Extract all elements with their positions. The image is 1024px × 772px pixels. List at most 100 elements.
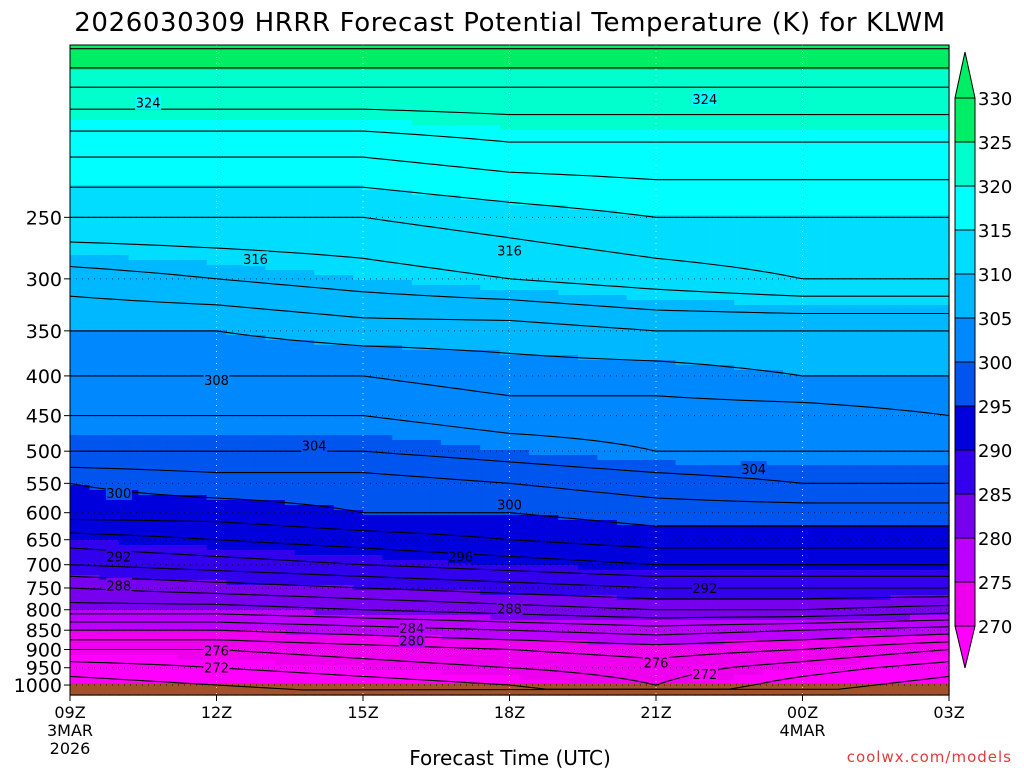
theta-cell bbox=[910, 230, 920, 236]
theta-cell bbox=[363, 80, 373, 86]
theta-cell bbox=[851, 120, 861, 126]
theta-cell bbox=[70, 240, 80, 246]
theta-cell bbox=[539, 130, 549, 136]
theta-cell bbox=[803, 210, 813, 216]
theta-cell bbox=[646, 180, 656, 186]
theta-cell bbox=[334, 105, 344, 111]
theta-cell bbox=[676, 115, 686, 121]
theta-cell bbox=[881, 290, 891, 296]
theta-cell bbox=[392, 120, 402, 126]
theta-cell bbox=[226, 310, 236, 316]
theta-cell bbox=[285, 220, 295, 226]
theta-cell bbox=[217, 100, 227, 106]
theta-cell bbox=[461, 140, 471, 146]
theta-cell bbox=[197, 110, 207, 116]
theta-cell bbox=[470, 170, 480, 176]
theta-cell bbox=[617, 270, 627, 276]
theta-cell bbox=[197, 250, 207, 256]
theta-cell bbox=[265, 320, 275, 326]
theta-cell bbox=[363, 250, 373, 256]
theta-cell bbox=[588, 145, 598, 151]
theta-cell bbox=[500, 135, 510, 141]
theta-cell bbox=[500, 145, 510, 151]
theta-cell bbox=[920, 160, 930, 166]
theta-cell bbox=[187, 290, 197, 296]
theta-cell bbox=[783, 135, 793, 141]
theta-cell bbox=[392, 150, 402, 156]
theta-cell bbox=[705, 45, 715, 51]
theta-cell bbox=[812, 165, 822, 171]
theta-cell bbox=[715, 275, 725, 281]
theta-cell bbox=[500, 115, 510, 121]
theta-cell bbox=[422, 315, 432, 321]
theta-cell bbox=[656, 310, 666, 316]
theta-cell bbox=[890, 315, 900, 321]
theta-cell bbox=[431, 110, 441, 116]
theta-cell bbox=[470, 265, 480, 271]
theta-cell bbox=[793, 130, 803, 136]
theta-cell bbox=[627, 55, 637, 61]
theta-cell bbox=[851, 45, 861, 51]
theta-cell bbox=[861, 205, 871, 211]
theta-cell bbox=[890, 45, 900, 51]
theta-cell bbox=[324, 225, 334, 231]
theta-cell bbox=[568, 75, 578, 81]
theta-cell bbox=[832, 245, 842, 251]
theta-cell bbox=[402, 60, 412, 66]
theta-cell bbox=[441, 275, 451, 281]
theta-cell bbox=[607, 300, 617, 306]
theta-cell bbox=[793, 225, 803, 231]
theta-cell bbox=[177, 75, 187, 81]
theta-cell bbox=[754, 240, 764, 246]
theta-cell bbox=[217, 110, 227, 116]
theta-cell bbox=[685, 225, 695, 231]
theta-cell bbox=[783, 180, 793, 186]
theta-cell bbox=[470, 240, 480, 246]
theta-cell bbox=[490, 290, 500, 296]
theta-cell bbox=[627, 230, 637, 236]
theta-cell bbox=[851, 95, 861, 101]
theta-cell bbox=[412, 100, 422, 106]
theta-cell bbox=[500, 205, 510, 211]
theta-cell bbox=[158, 230, 168, 236]
theta-cell bbox=[656, 145, 666, 151]
theta-cell bbox=[724, 150, 734, 156]
theta-cell bbox=[295, 280, 305, 286]
theta-cell bbox=[676, 125, 686, 131]
theta-cell bbox=[412, 280, 422, 286]
theta-cell bbox=[285, 150, 295, 156]
theta-cell bbox=[763, 210, 773, 216]
theta-cell bbox=[138, 315, 148, 321]
theta-cell bbox=[920, 60, 930, 66]
theta-cell bbox=[617, 240, 627, 246]
theta-cell bbox=[900, 155, 910, 161]
theta-cell bbox=[90, 75, 100, 81]
theta-cell bbox=[158, 85, 168, 91]
theta-cell bbox=[871, 130, 881, 136]
theta-cell bbox=[99, 75, 109, 81]
theta-cell bbox=[70, 95, 80, 101]
theta-cell bbox=[881, 270, 891, 276]
theta-cell bbox=[597, 235, 607, 241]
theta-cell bbox=[275, 205, 285, 211]
theta-cell bbox=[226, 125, 236, 131]
theta-cell bbox=[343, 125, 353, 131]
theta-cell bbox=[842, 270, 852, 276]
theta-cell bbox=[275, 245, 285, 251]
theta-cell bbox=[334, 270, 344, 276]
theta-cell bbox=[148, 295, 158, 301]
theta-cell bbox=[617, 55, 627, 61]
theta-cell bbox=[363, 170, 373, 176]
theta-cell bbox=[812, 195, 822, 201]
theta-cell bbox=[510, 120, 520, 126]
theta-cell bbox=[461, 70, 471, 76]
theta-cell bbox=[490, 285, 500, 291]
theta-cell bbox=[295, 315, 305, 321]
theta-cell bbox=[70, 305, 80, 311]
theta-cell bbox=[803, 95, 813, 101]
theta-cell bbox=[900, 255, 910, 261]
theta-cell bbox=[695, 295, 705, 301]
theta-cell bbox=[627, 295, 637, 301]
theta-cell bbox=[470, 280, 480, 286]
theta-cell bbox=[539, 125, 549, 131]
